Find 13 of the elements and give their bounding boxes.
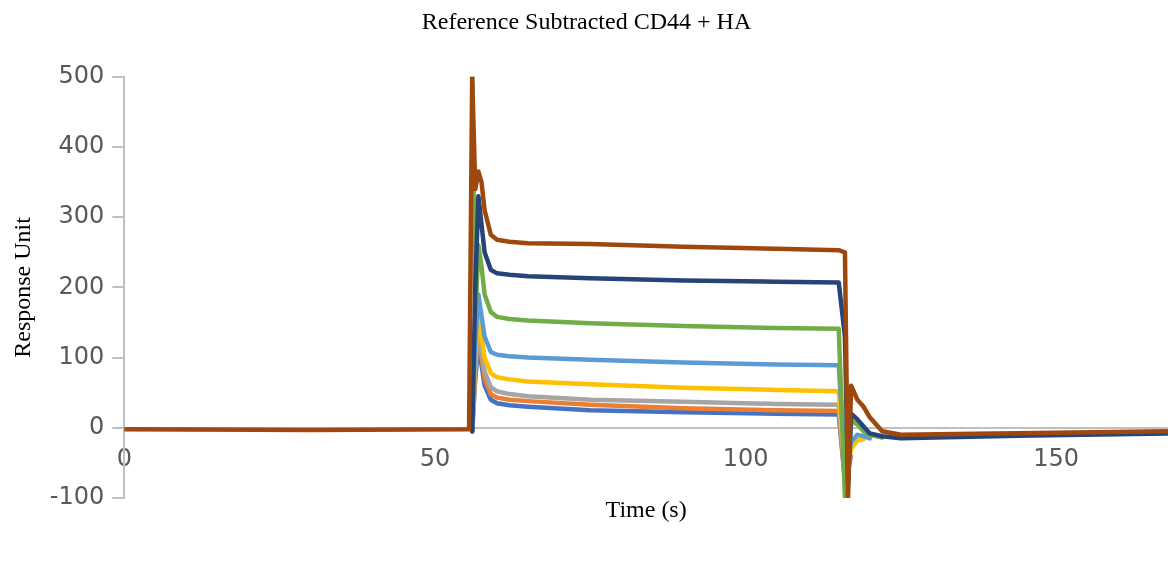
y-tick-label: 400 [58, 131, 105, 160]
y-tick-label: 500 [58, 61, 105, 90]
x-tick-label: 150 [1033, 444, 1080, 473]
x-tick-label: 100 [722, 444, 769, 473]
y-tick-label: -100 [49, 482, 105, 511]
y-tick-label: 0 [88, 412, 105, 441]
chart-title: Reference Subtracted CD44 + HA [421, 7, 752, 34]
x-tick-label: 50 [419, 444, 451, 473]
y-tick-label: 100 [58, 341, 105, 370]
y-tick-label: 300 [58, 201, 105, 230]
y-axis-title: Response Unit [8, 216, 35, 358]
y-tick-label: 200 [58, 271, 105, 300]
x-axis-title: Time (s) [605, 496, 687, 523]
